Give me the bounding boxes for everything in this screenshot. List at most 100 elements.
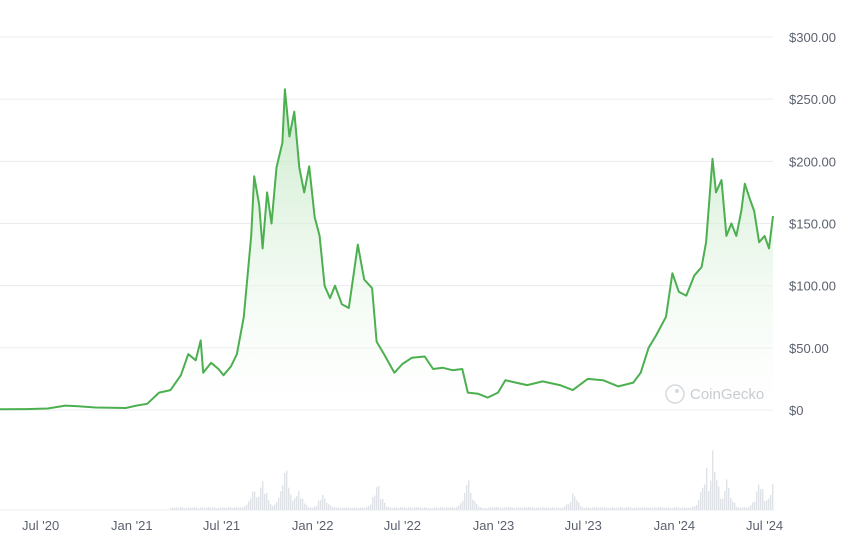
volume-bar [644, 507, 646, 510]
volume-bar [330, 505, 332, 510]
volume-bar [280, 491, 282, 510]
y-tick-label: $200.00 [789, 154, 836, 169]
volume-bar [232, 507, 234, 510]
volume-bar [326, 502, 328, 510]
volume-bar [756, 491, 758, 510]
volume-bar [296, 496, 298, 510]
volume-bar [188, 507, 190, 510]
volume-bar [182, 507, 184, 510]
volume-bar [666, 507, 668, 510]
volume-bar [298, 491, 300, 510]
volume-bar [580, 506, 582, 510]
volume-bar [348, 507, 350, 510]
volume-bar [738, 507, 740, 510]
volume-bar [466, 484, 468, 510]
volume-bar [734, 502, 736, 510]
volume-bar [650, 507, 652, 510]
volume-bar [532, 507, 534, 510]
volume-bar [178, 508, 180, 510]
volume-bar [264, 493, 266, 510]
volume-bar [760, 489, 762, 510]
volume-bar [420, 507, 422, 510]
volume-bar [696, 504, 698, 510]
volume-bar [634, 507, 636, 510]
watermark-text: CoinGecko [690, 386, 764, 403]
volume-bar [346, 507, 348, 510]
volume-bar [340, 508, 342, 510]
volume-bar [762, 489, 764, 510]
volume-bar [742, 507, 744, 510]
volume-bar [394, 507, 396, 510]
volume-bar [274, 504, 276, 510]
volume-bar [552, 507, 554, 510]
volume-bar [272, 505, 274, 510]
volume-bar [540, 507, 542, 510]
volume-bar [246, 504, 248, 510]
volume-bar [586, 507, 588, 510]
volume-bar [352, 507, 354, 510]
volume-bar [424, 507, 426, 510]
volume-bar [386, 506, 388, 510]
volume-bar [306, 505, 308, 510]
volume-bar [470, 492, 472, 510]
volume-bar [766, 500, 768, 510]
volume-bar [344, 507, 346, 510]
volume-bar [584, 507, 586, 510]
volume-bar [338, 507, 340, 510]
volume-bar [378, 485, 380, 510]
volume-bar [350, 507, 352, 510]
volume-bar [534, 507, 536, 510]
volume-bar [450, 507, 452, 510]
volume-bar [442, 507, 444, 510]
volume-bar [464, 492, 466, 510]
volume-bar [356, 508, 358, 510]
volume-bar [562, 507, 564, 510]
volume-bar [536, 507, 538, 510]
volume-bar [724, 491, 726, 510]
volume-bar [258, 496, 260, 510]
volume-bar [492, 507, 494, 510]
volume-bar [328, 504, 330, 510]
volume-bar [682, 507, 684, 510]
volume-bar [318, 500, 320, 510]
volume-bar [446, 507, 448, 510]
volume-bar [398, 507, 400, 510]
x-tick-label: Jul '20 [22, 518, 59, 533]
volume-bar [376, 487, 378, 510]
volume-bar [300, 498, 302, 510]
volume-bar [242, 507, 244, 510]
volume-bar [410, 507, 412, 510]
volume-bar [322, 494, 324, 510]
volume-bar [700, 491, 702, 510]
volume-bar [692, 506, 694, 510]
volume-bar [560, 508, 562, 510]
volume-bar [618, 507, 620, 510]
volume-bar [222, 507, 224, 510]
volume-bar [226, 508, 228, 510]
volume-bar [406, 508, 408, 510]
volume-bar [486, 507, 488, 510]
volume-bar [282, 485, 284, 510]
volume-bar [302, 498, 304, 510]
volume-bar [200, 507, 202, 510]
volume-bar [654, 507, 656, 510]
price-line [0, 88, 774, 411]
volume-bar [170, 508, 172, 510]
volume-bar [616, 507, 618, 510]
volume-bar [294, 498, 296, 510]
volume-bar [582, 507, 584, 510]
volume-bar [358, 507, 360, 510]
volume-bar [598, 507, 600, 510]
volume-bar [368, 506, 370, 510]
volume-bar [190, 507, 192, 510]
volume-bar [172, 508, 174, 510]
volume-bar [460, 503, 462, 510]
volume-bar [198, 508, 200, 510]
volume-bar [260, 487, 262, 510]
volume-bar [648, 507, 650, 510]
volume-bar [426, 507, 428, 510]
volume-bar [636, 507, 638, 510]
volume-bar [284, 472, 286, 510]
volume-bar [268, 500, 270, 510]
